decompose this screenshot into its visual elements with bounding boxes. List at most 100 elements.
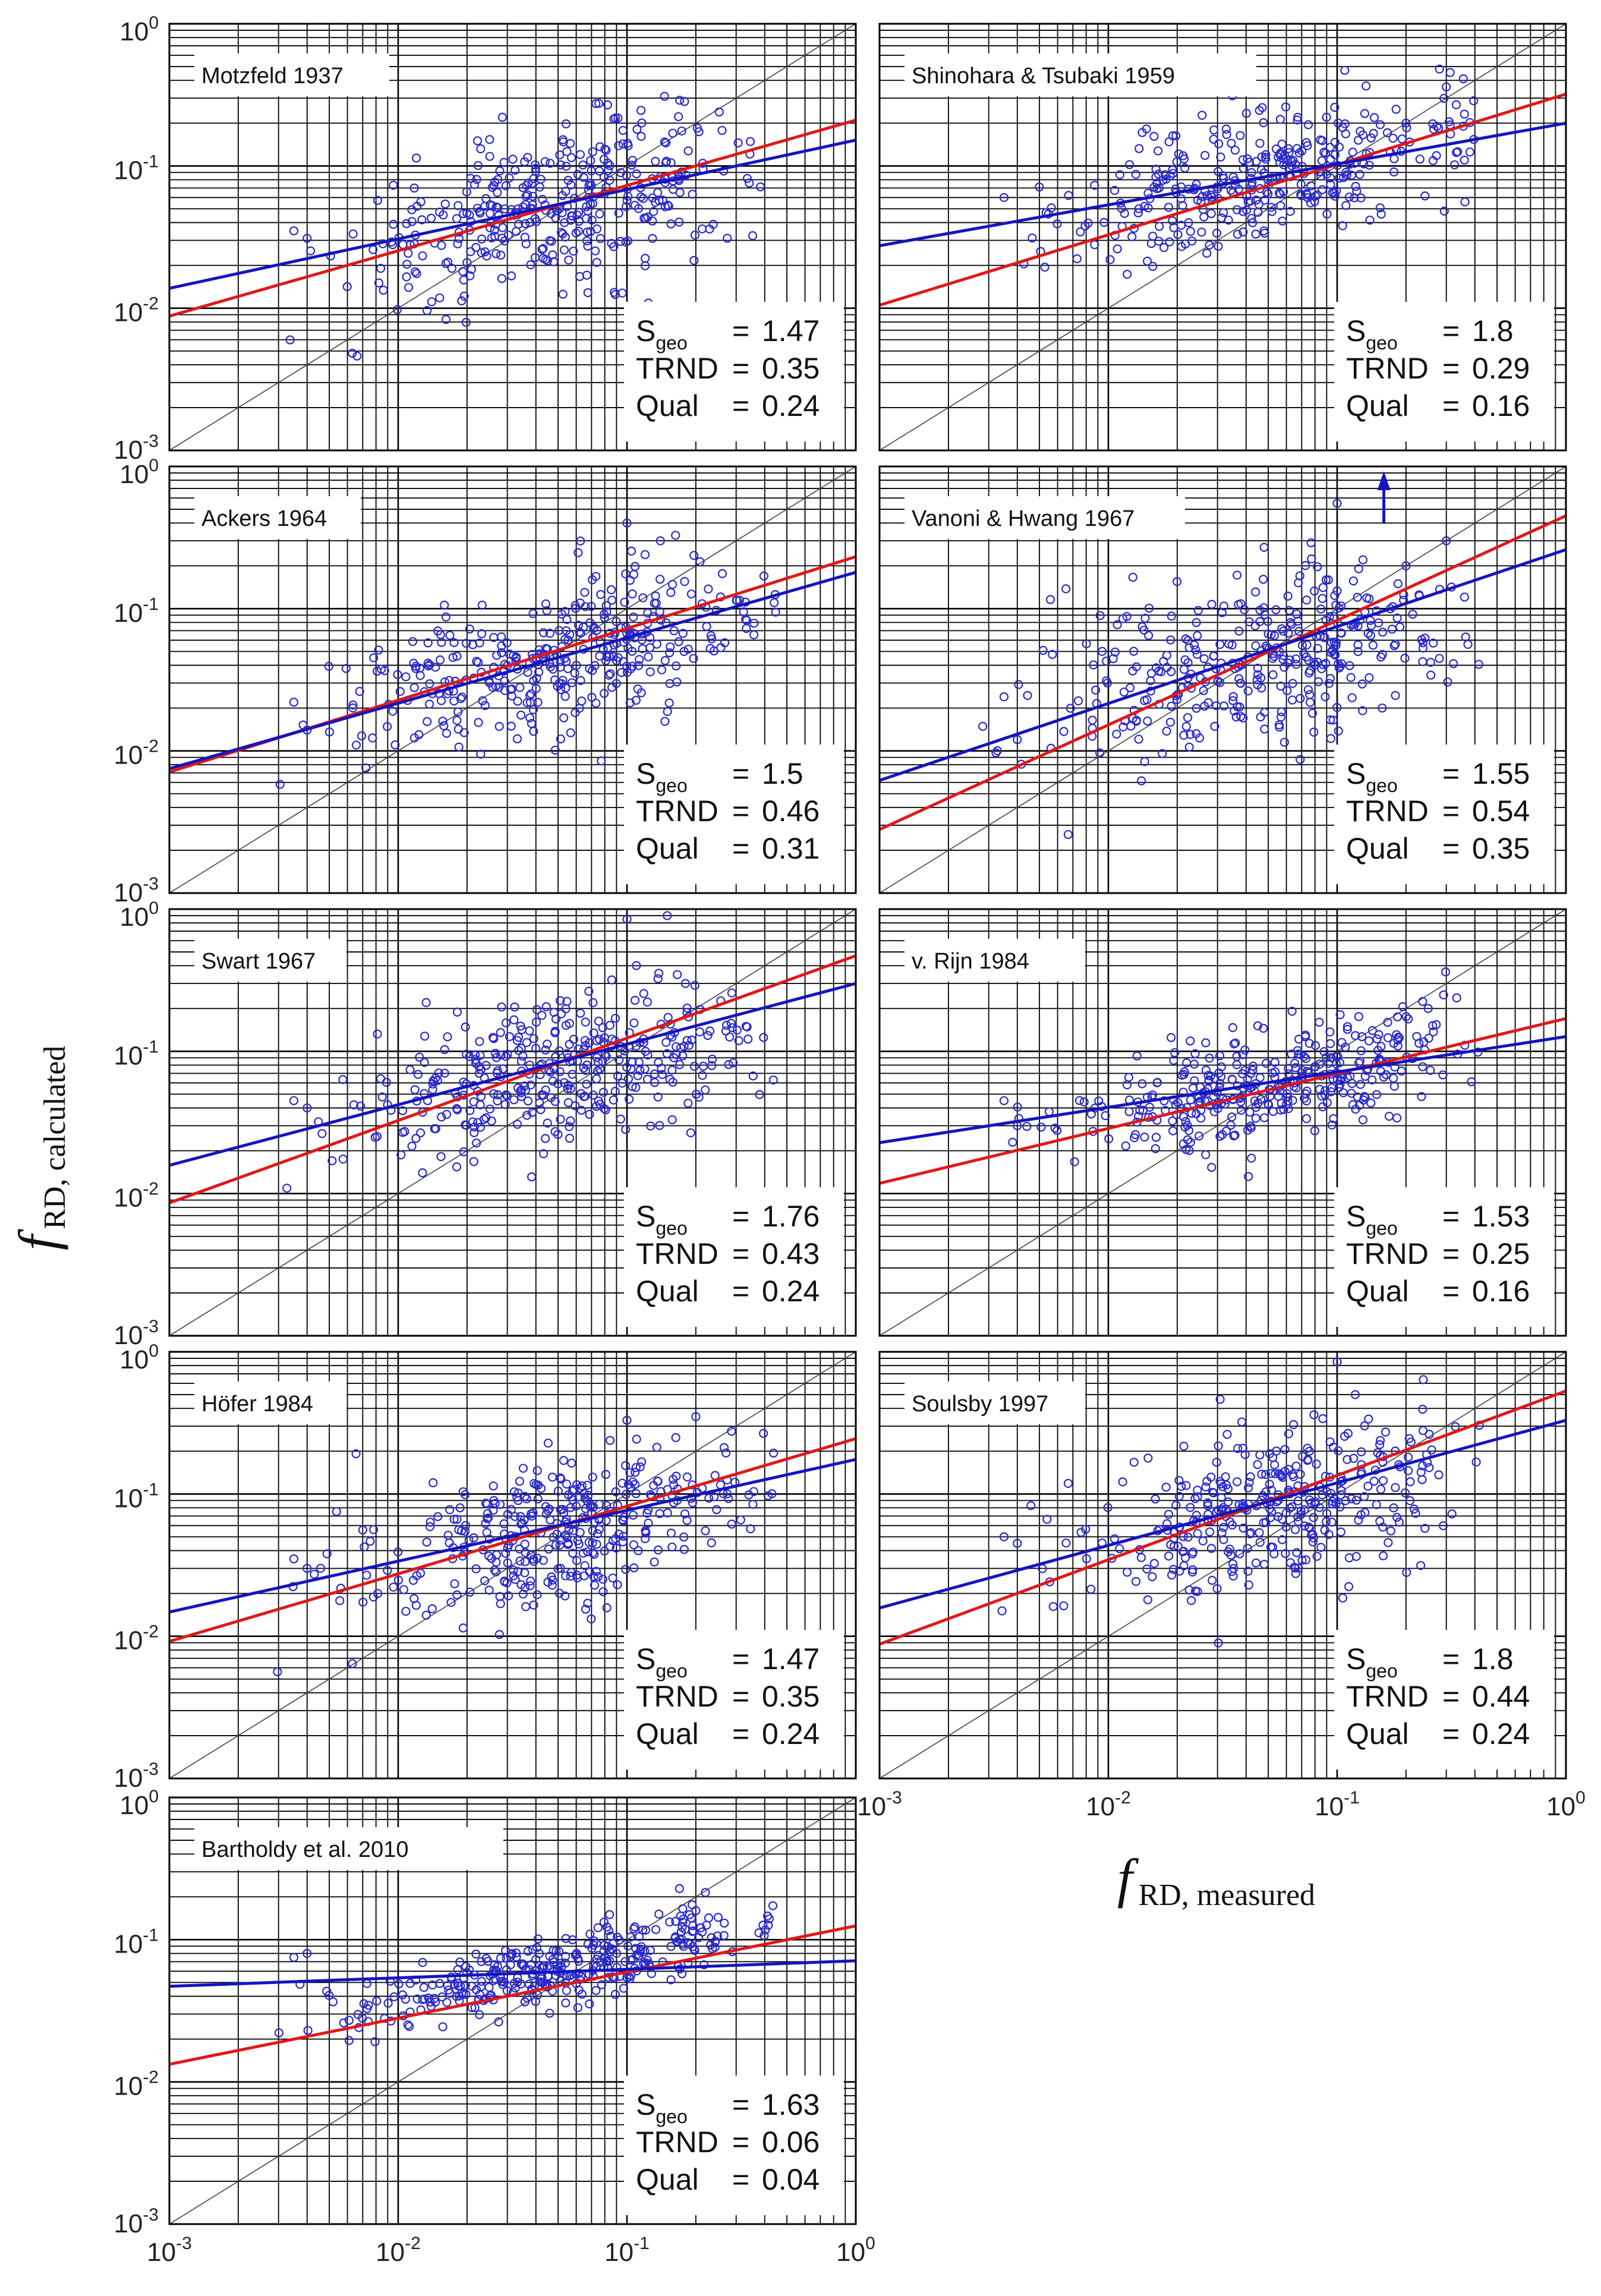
- data-point: [1354, 564, 1363, 573]
- data-point: [1228, 692, 1238, 701]
- data-point: [1173, 230, 1183, 239]
- data-point: [1376, 209, 1386, 219]
- data-point: [538, 244, 548, 253]
- data-point: [699, 1960, 709, 1970]
- data-point: [1284, 1429, 1294, 1439]
- data-point: [368, 733, 377, 743]
- data-point: [639, 213, 649, 223]
- data-point: [1243, 1544, 1252, 1553]
- data-point: [746, 1524, 755, 1534]
- data-point: [499, 157, 509, 167]
- data-point: [1203, 1501, 1213, 1510]
- data-point: [1279, 737, 1290, 747]
- data-point: [568, 1935, 577, 1945]
- data-point: [1158, 749, 1167, 758]
- panel-title-bg: [194, 1382, 346, 1424]
- data-point: [601, 1516, 611, 1525]
- data-point: [578, 1548, 588, 1558]
- data-point: [1332, 1357, 1342, 1367]
- data-point: [1335, 1010, 1345, 1020]
- data-point: [541, 255, 550, 264]
- data-point: [324, 661, 334, 671]
- x-tick-label: 10-2: [1086, 1788, 1131, 1821]
- data-point: [1336, 1490, 1345, 1500]
- data-point: [592, 626, 602, 635]
- data-point: [707, 1054, 717, 1064]
- data-point: [1190, 1049, 1200, 1058]
- data-point: [1296, 1469, 1305, 1479]
- data-point: [541, 644, 551, 653]
- data-point: [1344, 1553, 1354, 1563]
- data-point: [353, 2010, 363, 2019]
- data-point: [411, 1601, 421, 1610]
- data-point: [1324, 1058, 1334, 1068]
- data-point: [588, 1548, 598, 1557]
- data-point: [595, 234, 606, 243]
- data-point: [1206, 209, 1216, 219]
- data-point: [355, 1102, 365, 1111]
- data-point: [474, 718, 483, 727]
- data-point: [501, 1052, 510, 1061]
- data-point: [497, 641, 506, 651]
- data-point: [1284, 1069, 1294, 1078]
- data-point: [1216, 1062, 1226, 1072]
- data-point: [544, 1961, 554, 1970]
- data-point: [1131, 169, 1140, 179]
- data-point: [585, 1929, 595, 1939]
- data-point: [634, 1546, 643, 1556]
- data-point: [626, 1064, 636, 1074]
- data-point: [1337, 659, 1347, 668]
- data-point: [368, 1525, 379, 1534]
- data-point: [454, 742, 464, 752]
- data-point: [1328, 1499, 1337, 1509]
- data-point: [493, 1096, 502, 1106]
- data-point: [1165, 717, 1175, 727]
- data-point: [641, 1527, 651, 1537]
- data-point: [499, 1978, 509, 1987]
- data-point: [577, 1989, 587, 1999]
- data-point: [541, 1002, 551, 1011]
- data-point: [1358, 555, 1368, 564]
- data-point: [509, 1565, 518, 1575]
- data-point: [459, 1147, 469, 1156]
- data-point: [1369, 113, 1379, 122]
- data-point: [628, 1477, 638, 1487]
- data-point: [523, 667, 532, 677]
- data-point: [616, 168, 626, 178]
- data-point: [1411, 1509, 1420, 1518]
- up-arrow-icon: [1377, 471, 1391, 523]
- data-point: [1259, 1023, 1268, 1033]
- data-point: [1356, 1046, 1366, 1055]
- data-point: [1091, 685, 1101, 695]
- y-axis-label-sub: RD, calculated: [38, 1046, 72, 1229]
- stat-value: 0.24: [762, 1717, 820, 1751]
- data-point: [1171, 1500, 1181, 1510]
- data-point: [372, 666, 382, 676]
- data-point: [1121, 1141, 1130, 1151]
- data-point: [1460, 155, 1469, 165]
- data-point: [521, 219, 530, 228]
- data-point: [1149, 1559, 1159, 1568]
- data-point: [425, 1522, 435, 1531]
- data-point: [1326, 638, 1336, 647]
- data-point: [1276, 1470, 1285, 1480]
- data-point: [1307, 554, 1316, 564]
- data-point: [1174, 149, 1183, 159]
- data-point: [1233, 702, 1242, 712]
- stat-value: 1.5: [762, 757, 803, 790]
- data-point: [1388, 133, 1398, 143]
- data-point: [1368, 641, 1378, 650]
- data-point: [1194, 1131, 1204, 1141]
- data-point: [1186, 1503, 1195, 1512]
- data-point: [1175, 1566, 1184, 1576]
- data-point: [522, 1111, 532, 1120]
- data-point: [1304, 1039, 1314, 1048]
- data-point: [1277, 1535, 1287, 1544]
- data-point: [1181, 721, 1191, 731]
- data-point: [567, 678, 576, 687]
- y-tick-label: 10-1: [114, 1925, 159, 1958]
- data-point: [471, 1055, 480, 1064]
- data-point: [1028, 233, 1037, 243]
- data-point: [1423, 1004, 1433, 1013]
